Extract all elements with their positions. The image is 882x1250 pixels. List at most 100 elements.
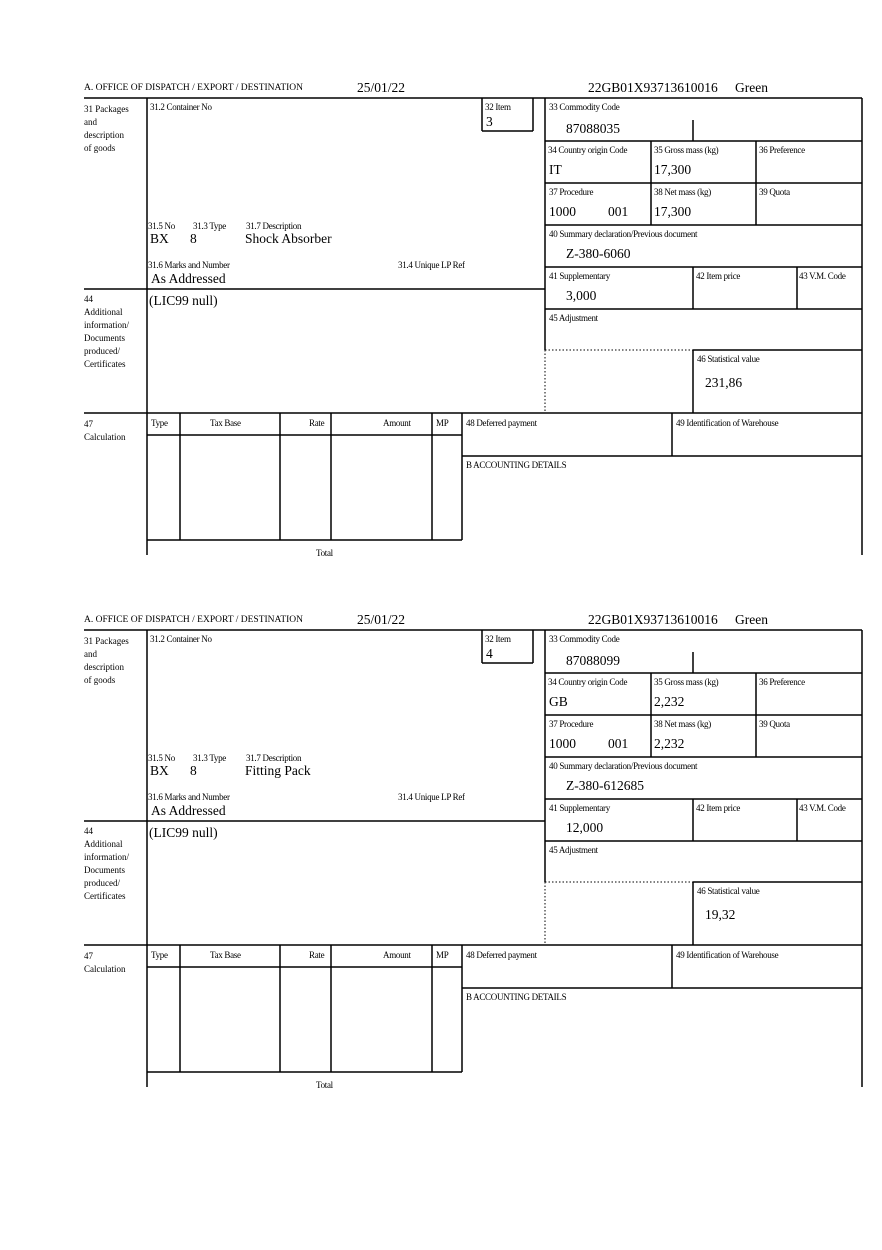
declaration-reference: 22GB01X93713610016 — [588, 612, 718, 627]
commodity-code-label: 33 Commodity Code — [549, 102, 620, 112]
calc-total-label: Total — [316, 1080, 333, 1090]
summary-declaration-label: 40 Summary declaration/Previous document — [549, 229, 698, 239]
no-label: 31.5 No — [148, 221, 175, 231]
accounting-details-label: B ACCOUNTING DETAILS — [466, 992, 567, 1002]
route-indicator: Green — [735, 612, 768, 627]
gross-mass-value: 2,232 — [654, 694, 685, 709]
calc-mp-header: MP — [436, 950, 449, 960]
route-indicator: Green — [735, 80, 768, 95]
marks-label: 31.6 Marks and Number — [148, 792, 230, 802]
item-label: 32 Item — [485, 102, 511, 112]
procedure-additional-value: 001 — [608, 736, 629, 751]
container-no-label: 31.2 Container No — [150, 102, 212, 112]
previous-document-value: Z-380-612685 — [566, 778, 644, 793]
calculation-label: 47 Calculation — [84, 419, 126, 442]
marks-value: As Addressed — [151, 803, 226, 818]
declaration-reference: 22GB01X93713610016 — [588, 80, 718, 95]
goods-description: Shock Absorber — [245, 231, 332, 246]
previous-document-value: Z-380-6060 — [566, 246, 631, 261]
declaration-date: 25/01/22 — [357, 612, 406, 627]
item-price-label: 42 Item price — [696, 803, 741, 813]
declaration-item-block: A. OFFICE OF DISPATCH / EXPORT / DESTINA… — [0, 75, 882, 558]
commodity-code-value: 87088035 — [566, 121, 620, 136]
statistical-value-label: 46 Statistical value — [697, 354, 760, 364]
type-label: 31.3 Type — [193, 753, 227, 763]
country-origin-label: 34 Country origin Code — [548, 145, 628, 155]
package-kind: BX — [150, 763, 169, 778]
country-origin-value: GB — [549, 694, 568, 709]
quota-label: 39 Quota — [759, 187, 790, 197]
commodity-code-label: 33 Commodity Code — [549, 634, 620, 644]
supplementary-label: 41 Supplementary — [549, 271, 610, 281]
calc-tax-base-header: Tax Base — [210, 950, 241, 960]
supplementary-value: 3,000 — [566, 288, 597, 303]
procedure-label: 37 Procedure — [549, 719, 594, 729]
warehouse-label: 49 Identification of Warehouse — [676, 418, 779, 428]
net-mass-label: 38 Net mass (kg) — [654, 719, 711, 729]
statistical-value: 19,32 — [705, 907, 736, 922]
calc-rate-header: Rate — [309, 418, 325, 428]
statistical-value-label: 46 Statistical value — [697, 886, 760, 896]
summary-declaration-label: 40 Summary declaration/Previous document — [549, 761, 698, 771]
marks-label: 31.6 Marks and Number — [148, 260, 230, 270]
quota-label: 39 Quota — [759, 719, 790, 729]
calc-rate-header: Rate — [309, 950, 325, 960]
warehouse-label: 49 Identification of Warehouse — [676, 950, 779, 960]
packages-label: 31 Packages and description of goods — [84, 104, 129, 153]
gross-mass-label: 35 Gross mass (kg) — [654, 145, 719, 155]
declaration-date: 25/01/22 — [357, 80, 406, 95]
form-grid — [84, 629, 863, 1087]
item-number: 3 — [486, 114, 493, 129]
adjustment-label: 45 Adjustment — [549, 845, 598, 855]
country-origin-label: 34 Country origin Code — [548, 677, 628, 687]
type-label: 31.3 Type — [193, 221, 227, 231]
supplementary-label: 41 Supplementary — [549, 803, 610, 813]
vm-code-label: 43 V.M. Code — [799, 803, 846, 813]
country-origin-value: IT — [549, 162, 562, 177]
item-label: 32 Item — [485, 634, 511, 644]
package-kind: BX — [150, 231, 169, 246]
description-label: 31.7 Description — [246, 221, 302, 231]
net-mass-label: 38 Net mass (kg) — [654, 187, 711, 197]
procedure-value: 1000 — [549, 204, 576, 219]
procedure-label: 37 Procedure — [549, 187, 594, 197]
calc-total-label: Total — [316, 548, 333, 558]
form-grid — [84, 97, 863, 555]
item-price-label: 42 Item price — [696, 271, 741, 281]
procedure-additional-value: 001 — [608, 204, 629, 219]
supplementary-value: 12,000 — [566, 820, 604, 835]
calc-type-header: Type — [151, 950, 168, 960]
calc-mp-header: MP — [436, 418, 449, 428]
packages-label: 31 Packages and description of goods — [84, 636, 129, 685]
container-no-label: 31.2 Container No — [150, 634, 212, 644]
package-count: 8 — [190, 231, 197, 246]
no-label: 31.5 No — [148, 753, 175, 763]
accounting-details-label: B ACCOUNTING DETAILS — [466, 460, 567, 470]
package-count: 8 — [190, 763, 197, 778]
adjustment-label: 45 Adjustment — [549, 313, 598, 323]
additional-info-value: (LIC99 null) — [149, 825, 218, 840]
additional-info-value: (LIC99 null) — [149, 293, 218, 308]
deferred-payment-label: 48 Deferred payment — [466, 950, 537, 960]
description-label: 31.7 Description — [246, 753, 302, 763]
preference-label: 36 Preference — [759, 145, 805, 155]
calc-amount-header: Amount — [383, 950, 411, 960]
calc-type-header: Type — [151, 418, 168, 428]
item-number: 4 — [486, 646, 493, 661]
net-mass-value: 2,232 — [654, 736, 685, 751]
marks-value: As Addressed — [151, 271, 226, 286]
net-mass-value: 17,300 — [654, 204, 692, 219]
declaration-item-block: A. OFFICE OF DISPATCH / EXPORT / DESTINA… — [0, 607, 882, 1090]
deferred-payment-label: 48 Deferred payment — [466, 418, 537, 428]
office-heading: A. OFFICE OF DISPATCH / EXPORT / DESTINA… — [84, 83, 304, 93]
gross-mass-label: 35 Gross mass (kg) — [654, 677, 719, 687]
additional-info-label: 44 Additional information/ Documents pro… — [84, 294, 129, 369]
calculation-label: 47 Calculation — [84, 951, 126, 974]
procedure-value: 1000 — [549, 736, 576, 751]
calc-tax-base-header: Tax Base — [210, 418, 241, 428]
commodity-code-value: 87088099 — [566, 653, 620, 668]
unique-lp-label: 31.4 Unique LP Ref — [398, 792, 465, 802]
calc-amount-header: Amount — [383, 418, 411, 428]
unique-lp-label: 31.4 Unique LP Ref — [398, 260, 465, 270]
vm-code-label: 43 V.M. Code — [799, 271, 846, 281]
